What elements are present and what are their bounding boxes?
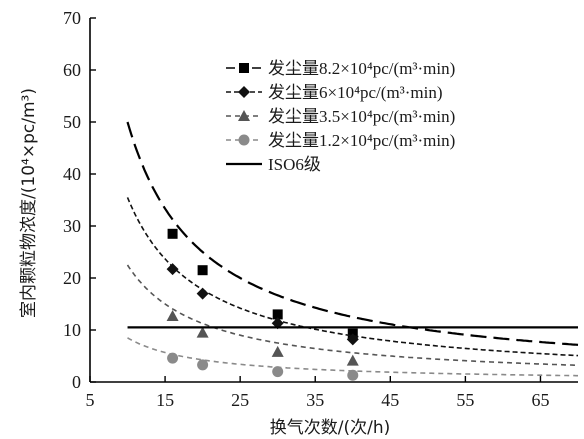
y-tick-label: 50 <box>63 112 81 132</box>
legend-item: 发尘量6×10⁴pc/(m³·min) <box>226 83 443 102</box>
legend-marker <box>238 134 250 146</box>
x-tick-label: 15 <box>156 390 174 410</box>
y-tick-label: 60 <box>63 60 81 80</box>
x-axis-title: 换气次数/(次/h) <box>270 418 391 438</box>
series-2 <box>126 264 579 367</box>
data-point <box>167 228 178 239</box>
data-point <box>167 352 179 364</box>
y-tick-label: 70 <box>63 8 81 28</box>
legend-label: 发尘量8.2×10⁴pc/(m³·min) <box>268 59 455 78</box>
x-tick-label: 65 <box>531 390 549 410</box>
data-point <box>347 369 359 381</box>
y-tick-label: 10 <box>63 320 81 340</box>
data-point <box>197 359 209 371</box>
data-point <box>196 326 209 338</box>
data-point <box>346 354 359 366</box>
series-line <box>126 264 579 367</box>
legend-label: 发尘量6×10⁴pc/(m³·min) <box>268 83 443 102</box>
data-point <box>166 263 179 276</box>
data-point <box>197 265 208 276</box>
x-tick-label: 45 <box>381 390 399 410</box>
series-0 <box>126 121 579 346</box>
y-axis-title: 室内颗粒物浓度/(10⁴×pc/m³) <box>19 88 39 318</box>
y-tick-label: 30 <box>63 216 81 236</box>
x-tick-label: 25 <box>231 390 249 410</box>
legend: 发尘量8.2×10⁴pc/(m³·min) 发尘量6×10⁴pc/(m³·min)… <box>226 59 455 174</box>
series-1 <box>126 197 579 357</box>
legend-item: 发尘量3.5×10⁴pc/(m³·min) <box>226 107 455 126</box>
legend-item: 发尘量8.2×10⁴pc/(m³·min) <box>226 59 455 78</box>
y-tick-label: 20 <box>63 268 81 288</box>
x-tick-label: 55 <box>456 390 474 410</box>
legend-label: 发尘量1.2×10⁴pc/(m³·min) <box>268 131 455 150</box>
data-point <box>271 345 284 357</box>
legend-item: 发尘量1.2×10⁴pc/(m³·min) <box>226 131 455 150</box>
legend-label: ISO6级 <box>268 155 321 174</box>
data-point <box>196 287 209 300</box>
legend-marker <box>238 110 250 121</box>
plot-area <box>126 121 579 381</box>
axes: 0 10 20 30 40 50 60 70 5 15 25 35 45 55 65 <box>63 8 578 410</box>
data-point <box>272 309 283 320</box>
x-tick-label: 5 <box>86 390 95 410</box>
legend-item: ISO6级 <box>226 155 321 174</box>
data-point <box>166 309 179 321</box>
data-point <box>272 366 284 378</box>
legend-label: 发尘量3.5×10⁴pc/(m³·min) <box>268 107 455 126</box>
data-point <box>271 317 284 330</box>
legend-marker <box>239 63 249 73</box>
legend-marker <box>238 86 250 98</box>
series-3 <box>127 337 578 381</box>
data-point <box>346 333 359 346</box>
series-line <box>126 121 579 346</box>
y-tick-label: 40 <box>63 164 81 184</box>
x-tick-label: 35 <box>306 390 324 410</box>
y-tick-label: 0 <box>72 372 81 392</box>
